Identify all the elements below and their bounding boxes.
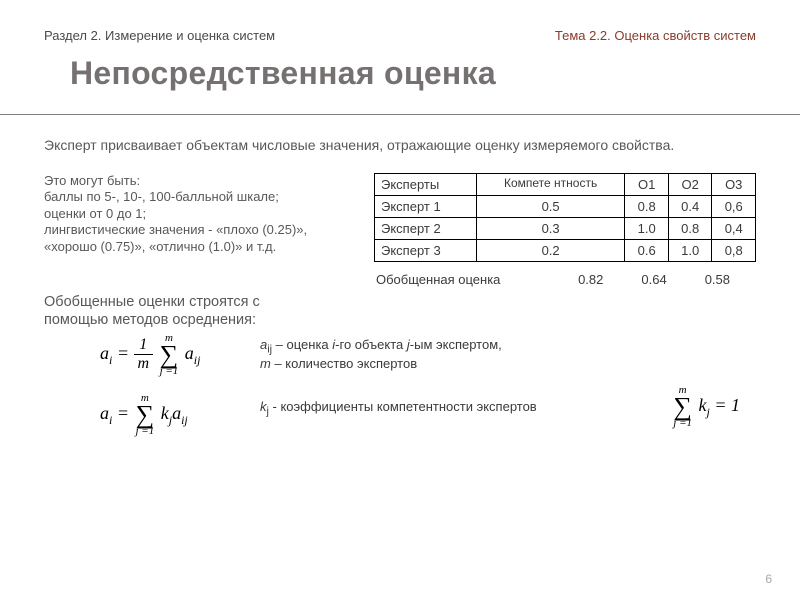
scale-line-4: лингвистические значения - «плохо (0.25)…: [44, 222, 307, 254]
formulas-block: ai = 1m m ∑ j =1 aij ai = m ∑ j =1 kjaij…: [0, 329, 800, 489]
intro-text: Эксперт присваивает объектам числовые зн…: [0, 115, 800, 155]
page-number: 6: [765, 572, 772, 586]
summary-o1: 0.82: [578, 272, 603, 287]
col-o3: О3: [712, 173, 756, 195]
formula-weighted: ai = m ∑ j =1 kjaij: [100, 393, 188, 437]
scale-description: Это могут быть: баллы по 5-, 10-, 100-ба…: [44, 173, 354, 287]
formula-desc-1: aij – оценка i-го объекта j-ым экспертом…: [260, 337, 502, 374]
summary-o3: 0.58: [705, 272, 730, 287]
averaging-text: Обобщенные оценки строятся с помощью мет…: [0, 287, 340, 329]
scale-line-3: оценки от 0 до 1;: [44, 206, 146, 221]
col-o2: О2: [668, 173, 712, 195]
table-row: Эксперт 3 0.2 0.6 1.0 0,8: [375, 239, 756, 261]
summary-label: Обобщенная оценка: [374, 272, 500, 287]
table-header-row: Эксперты Компете нтность О1 О2 О3: [375, 173, 756, 195]
col-competence: Компете нтность: [476, 173, 625, 195]
scale-line-2: баллы по 5-, 10-, 100-балльной шкале;: [44, 189, 279, 204]
summary-row: Обобщенная оценка 0.82 0.64 0.58: [374, 272, 756, 287]
topic-label: Тема 2.2. Оценка свойств систем: [555, 28, 756, 43]
experts-table: Эксперты Компете нтность О1 О2 О3 Экспер…: [374, 173, 756, 262]
summary-o2: 0.64: [641, 272, 666, 287]
formula-mean: ai = 1m m ∑ j =1 aij: [100, 333, 200, 377]
page-title: Непосредственная оценка: [0, 43, 800, 92]
scale-line-1: Это могут быть:: [44, 173, 140, 188]
col-experts: Эксперты: [375, 173, 477, 195]
table-row: Эксперт 2 0.3 1.0 0.8 0,4: [375, 217, 756, 239]
formula-desc-2: kj - коэффициенты компетентности эксперт…: [260, 399, 537, 419]
formula-constraint: m ∑ j =1 kj = 1: [671, 385, 740, 429]
col-o1: О1: [625, 173, 669, 195]
section-label: Раздел 2. Измерение и оценка систем: [44, 28, 275, 43]
table-row: Эксперт 1 0.5 0.8 0.4 0,6: [375, 195, 756, 217]
